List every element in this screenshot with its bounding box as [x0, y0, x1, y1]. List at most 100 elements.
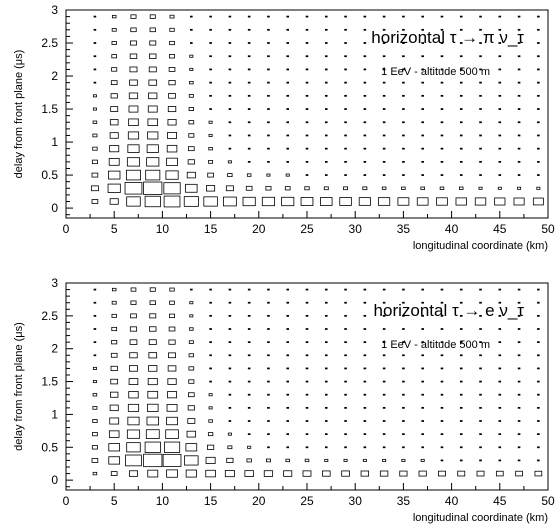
box-mark	[267, 393, 270, 396]
box-mark	[305, 15, 309, 18]
box-mark	[421, 341, 424, 344]
box-mark	[517, 406, 521, 409]
box-mark	[421, 314, 424, 317]
box-mark	[305, 160, 309, 163]
box-mark	[284, 186, 291, 191]
x-tick-label: 50	[541, 222, 555, 236]
box-mark	[479, 446, 482, 449]
box-mark	[479, 134, 482, 137]
box-mark	[498, 367, 502, 370]
box-mark	[247, 134, 251, 137]
box-mark	[267, 94, 270, 97]
box-mark	[305, 367, 309, 370]
box-mark	[382, 81, 386, 84]
box-mark	[149, 326, 157, 332]
x-tick-label: 30	[349, 222, 363, 236]
box-mark	[190, 28, 193, 31]
box-mark	[147, 378, 158, 386]
box-mark	[149, 14, 156, 19]
box-mark	[440, 55, 444, 58]
box-mark	[111, 28, 117, 32]
box-mark	[324, 406, 328, 409]
box-mark	[344, 367, 347, 370]
box-mark	[440, 108, 444, 110]
box-mark	[190, 42, 193, 44]
box-mark	[92, 432, 98, 437]
y-tick-label: 0.5	[41, 168, 58, 182]
box-mark	[344, 81, 347, 84]
box-mark	[93, 288, 97, 291]
box-mark	[126, 196, 141, 207]
box-mark	[126, 429, 141, 439]
y-tick-label: 3	[51, 276, 58, 290]
box-mark	[324, 301, 328, 304]
box-mark	[401, 458, 406, 462]
box-mark	[324, 354, 328, 357]
box-mark	[459, 134, 463, 137]
box-mark	[517, 420, 521, 422]
box-mark	[479, 68, 482, 71]
box-mark	[363, 301, 367, 304]
box-mark	[92, 94, 97, 98]
box-mark	[267, 147, 270, 150]
box-mark	[459, 160, 463, 163]
box-mark	[363, 28, 367, 31]
box-mark	[149, 287, 156, 292]
box-mark	[127, 416, 140, 426]
box-mark	[209, 94, 212, 97]
box-mark	[304, 186, 310, 191]
box-mark	[421, 55, 424, 58]
box-mark	[246, 458, 252, 463]
box-mark	[324, 341, 328, 344]
box-mark	[91, 458, 99, 463]
x-tick-label: 45	[493, 494, 507, 508]
box-mark	[498, 55, 502, 58]
box-mark	[344, 301, 347, 304]
box-mark	[438, 470, 446, 477]
box-mark	[305, 174, 309, 176]
y-axis-label: delay from front plane (μs)	[13, 50, 25, 179]
box-mark	[209, 15, 212, 18]
box-mark	[382, 328, 386, 330]
box-mark	[498, 121, 502, 124]
chart-panel-2: 0 5 10 15 20 25 30 35 40 45 50 0 0.5 1 1.5 2 2.5 3 longitu…	[13, 276, 555, 524]
box-mark	[209, 301, 212, 304]
box-mark	[167, 365, 177, 372]
box-mark	[149, 40, 157, 46]
box-mark	[324, 393, 328, 396]
box-mark	[283, 470, 293, 477]
box-mark	[286, 354, 290, 357]
box-mark	[93, 314, 97, 317]
box-mark	[420, 186, 425, 190]
box-mark	[110, 471, 118, 476]
box-mark	[421, 134, 424, 137]
box-mark	[305, 68, 309, 71]
box-mark	[267, 160, 270, 163]
box-mark	[92, 107, 97, 111]
box-mark	[125, 454, 142, 467]
box-mark	[344, 174, 347, 176]
box-mark	[517, 160, 521, 163]
box-mark	[267, 446, 270, 449]
box-mark	[537, 81, 540, 84]
box-mark	[440, 367, 444, 370]
box-mark	[517, 108, 521, 110]
box-mark	[402, 15, 405, 18]
box-mark	[421, 367, 424, 370]
box-mark	[459, 94, 463, 97]
box-mark	[286, 28, 290, 31]
box-mark	[149, 53, 157, 59]
box-mark	[185, 183, 198, 193]
box-mark	[537, 28, 540, 31]
box-mark	[459, 354, 463, 357]
box-mark	[323, 186, 329, 191]
box-mark	[382, 42, 386, 44]
box-mark	[209, 341, 212, 344]
box-mark	[286, 301, 290, 304]
box-mark	[498, 314, 502, 317]
box-mark	[344, 380, 347, 383]
box-mark	[324, 121, 328, 124]
box-mark	[187, 418, 196, 424]
box-mark	[324, 15, 328, 18]
box-mark	[382, 393, 386, 396]
